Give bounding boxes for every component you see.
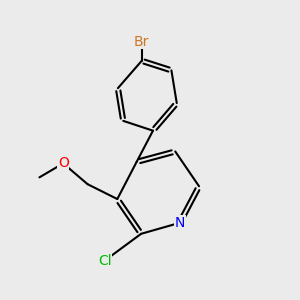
Text: Br: Br xyxy=(134,34,149,49)
Text: O: O xyxy=(58,156,69,170)
Text: N: N xyxy=(175,216,185,230)
Text: Cl: Cl xyxy=(98,254,112,268)
